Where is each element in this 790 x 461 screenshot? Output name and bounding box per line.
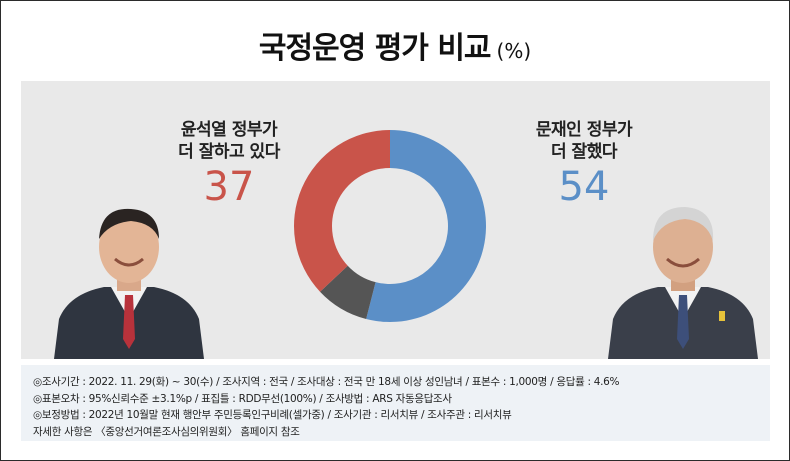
left-value: 37 (203, 164, 255, 210)
note-line: ◎조사기간 : 2022. 11. 29(화) ~ 30(수) / 조사지역 :… (33, 376, 620, 388)
right-label: 문재인 정부가 더 잘했다 (535, 120, 633, 162)
chart-unit: (%) (496, 39, 532, 63)
donut-chart (294, 130, 486, 322)
note-line: 자세한 사항은 〈중앙선거여론조사심의위원회〉 홈페이지 참조 (33, 425, 300, 438)
right-value: 54 (558, 164, 610, 210)
chart-panel: 윤석열 정부가 더 잘하고 있다 37 문재인 정부가 더 잘했다 54 (21, 81, 770, 359)
left-label: 윤석열 정부가 더 잘하고 있다 (178, 120, 280, 162)
donut-slice-2 (294, 130, 390, 292)
survey-notes: ◎조사기간 : 2022. 11. 29(화) ~ 30(수) / 조사지역 :… (21, 365, 770, 441)
title-row: 국정운영 평가 비교 (%) (1, 23, 789, 67)
left-person-photo (54, 208, 204, 359)
note-line: ◎표본오차 : 95%신뢰수준 ±3.1%p / 표집틀 : RDD무선(100… (33, 392, 452, 405)
donut-slice-1 (320, 265, 376, 319)
left-label-block: 윤석열 정부가 더 잘하고 있다 37 (154, 119, 304, 211)
donut-slice-0 (366, 130, 486, 322)
chart-title: 국정운영 평가 비교 (258, 31, 492, 66)
right-person-photo (608, 207, 758, 359)
note-line: ◎보정방법 : 2022년 10월말 현재 행안부 주민등록인구비례(셀가중) … (33, 409, 512, 421)
right-label-block: 문재인 정부가 더 잘했다 54 (509, 119, 659, 211)
